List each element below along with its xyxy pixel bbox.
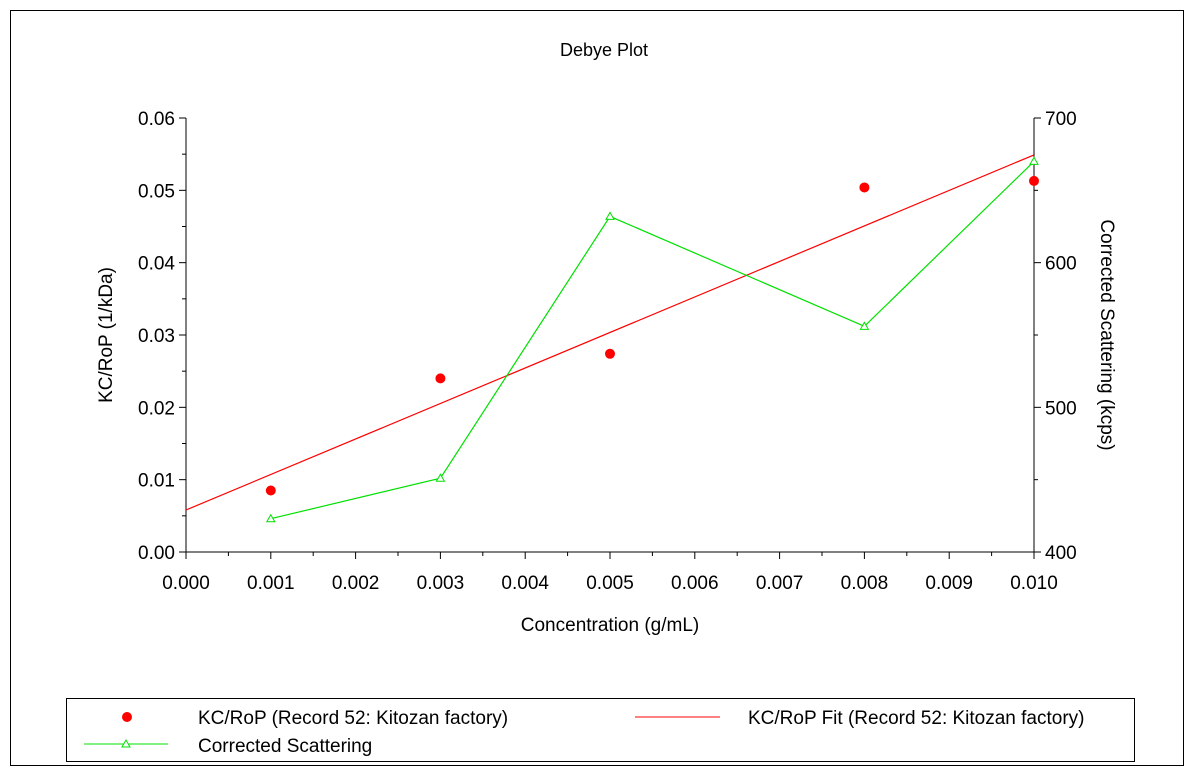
x-axis-ticks: 0.000 0.001 0.002 0.003 0.004 0.005 0.006 0.007… — [162, 552, 1058, 594]
x-tick-label: 0.004 — [501, 573, 549, 594]
x-axis-label: Concentration (g/mL) — [521, 615, 699, 636]
x-tick-label: 0.005 — [586, 573, 634, 594]
y-axis-right-label: Corrected Scattering (kcps) — [1096, 219, 1117, 450]
x-tick-label: 0.006 — [671, 573, 719, 594]
legend: KC/RoP (Record 52: Kitozan factory) KC/R… — [66, 698, 1135, 762]
y-axis-left-ticks: 0.00 0.01 0.02 0.03 0.04 0.05 0.06 — [138, 109, 186, 564]
corrected-scattering-marker — [435, 473, 446, 482]
legend-label-corrected-scattering: Corrected Scattering — [198, 736, 372, 757]
fit-line — [185, 154, 1035, 511]
legend-box — [66, 698, 1135, 762]
x-tick-label: 0.003 — [417, 573, 465, 594]
x-tick-label: 0.007 — [756, 573, 804, 594]
y-left-tick-label: 0.04 — [138, 254, 175, 275]
x-tick-label: 0.010 — [1010, 573, 1058, 594]
x-tick-label: 0.000 — [162, 573, 210, 594]
legend-marker-corrected-scattering — [121, 738, 131, 748]
kcrop-data-point — [605, 348, 615, 359]
y-left-tick-label: 0.01 — [138, 471, 175, 492]
legend-label-kcrop: KC/RoP (Record 52: Kitozan factory) — [198, 708, 508, 729]
y-right-tick-label: 400 — [1045, 543, 1077, 564]
legend-label-kcrop-fit: KC/RoP Fit (Record 52: Kitozan factory) — [748, 708, 1085, 729]
corrected-scattering-marker — [1029, 156, 1039, 165]
y-right-tick-label: 500 — [1045, 398, 1077, 419]
kcrop-data-point — [265, 485, 276, 496]
kcrop-data-point — [1029, 175, 1039, 186]
x-tick-label: 0.001 — [247, 573, 295, 594]
corrected-scattering-marker — [859, 321, 870, 330]
y-right-tick-label: 700 — [1045, 109, 1077, 130]
y-axis-right-ticks: 400 500 600 700 — [1034, 109, 1077, 564]
y-left-tick-label: 0.03 — [138, 326, 175, 347]
y-axis-left-label: KC/RoP (1/kDa) — [96, 267, 117, 403]
kcrop-data-point — [859, 182, 870, 193]
corrected-scattering-marker — [605, 211, 615, 220]
chart-title: Debye Plot — [560, 40, 648, 60]
y-left-tick-label: 0.05 — [138, 181, 175, 202]
y-left-tick-label: 0.02 — [138, 398, 175, 419]
x-tick-label: 0.008 — [841, 573, 889, 594]
x-tick-label: 0.002 — [332, 573, 380, 594]
corrected-scattering-marker — [265, 513, 276, 523]
y-right-tick-label: 600 — [1045, 254, 1077, 275]
y-left-tick-label: 0.06 — [138, 109, 175, 130]
legend-marker-kcrop — [122, 712, 132, 722]
kcrop-data-point — [435, 373, 446, 384]
outer-border — [10, 10, 1184, 766]
series-layer — [185, 154, 1039, 523]
y-left-tick-label: 0.00 — [138, 543, 175, 564]
x-tick-label: 0.009 — [925, 573, 973, 594]
